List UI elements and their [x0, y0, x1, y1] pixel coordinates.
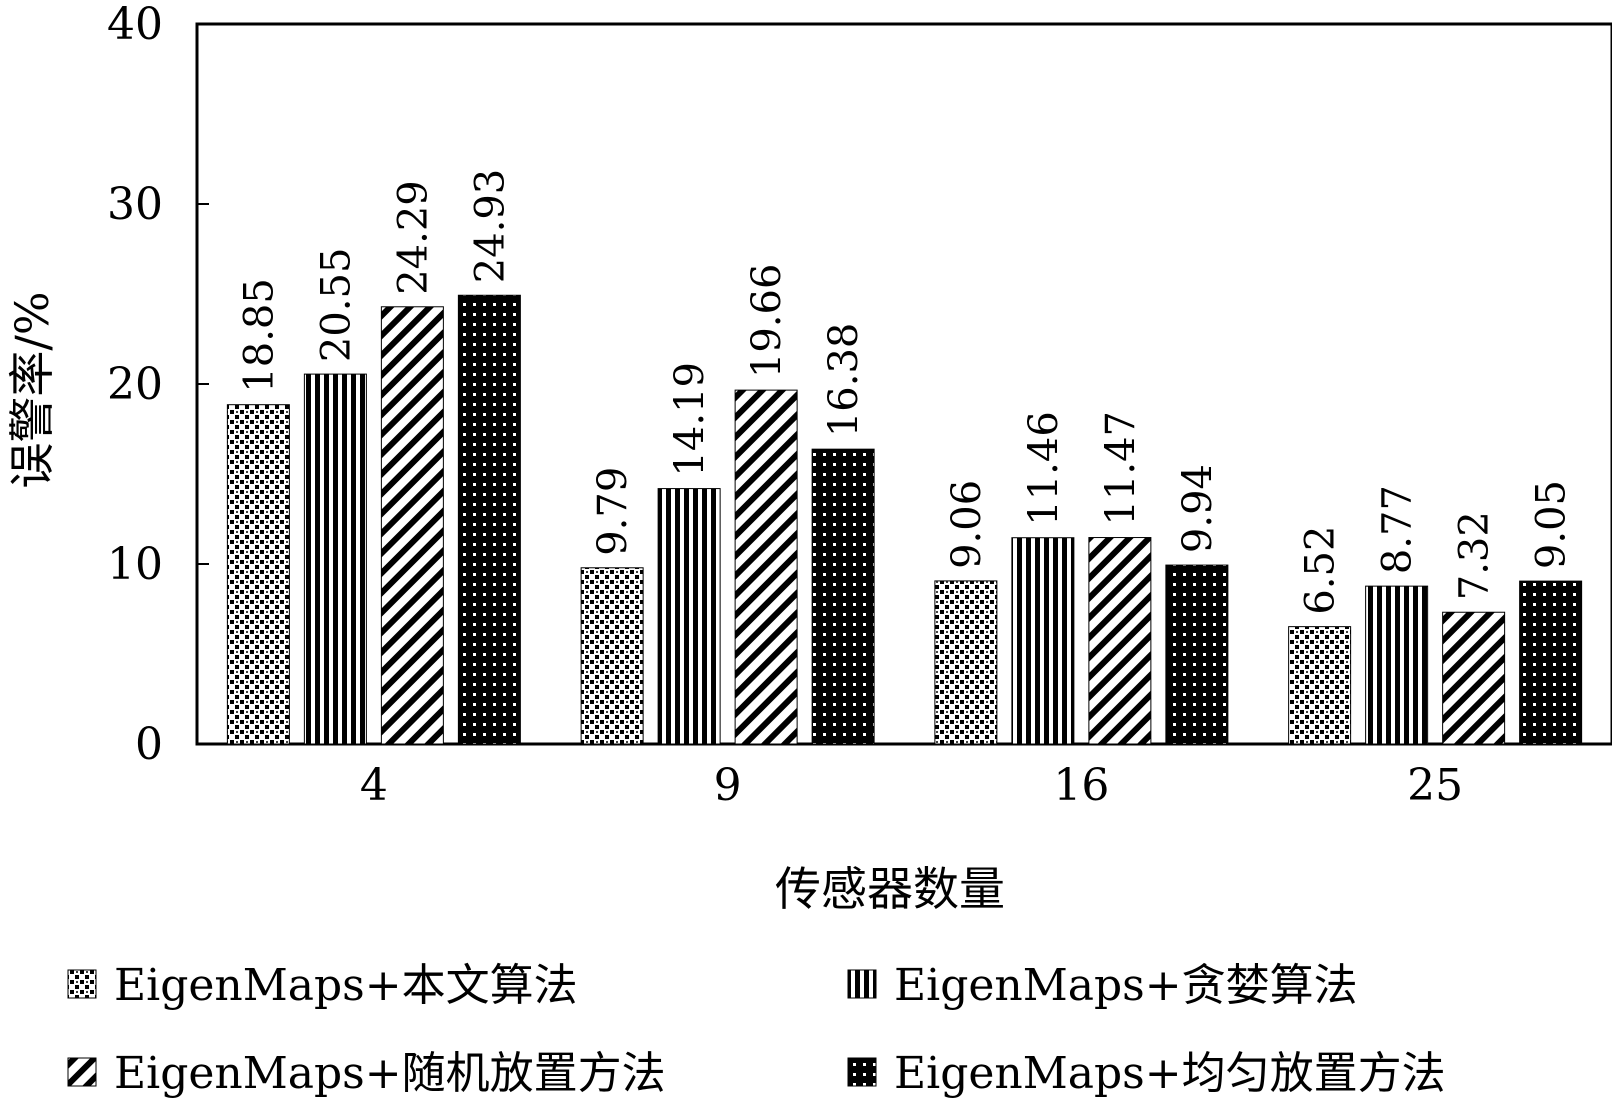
legend-swatch: [67, 1057, 97, 1087]
y-tick-label: 10: [107, 539, 163, 590]
bar-value-label: 9.05: [1529, 480, 1575, 569]
bar-value-label: 7.32: [1452, 511, 1498, 600]
data-labels-group: 18.85 20.55 24.29 24.93 9.79 14.19 19.66 16.38 9…: [236, 169, 1574, 615]
bar: [934, 580, 998, 745]
y-tick-label: 0: [135, 719, 163, 770]
y-axis: 0 10 20 30 40: [107, 0, 209, 770]
bar: [457, 294, 521, 745]
legend: EigenMaps+本文算法 EigenMaps+贪婪算法 EigenMaps+随机…: [67, 960, 1446, 1099]
bars-group: [226, 294, 1583, 745]
y-tick-label: 20: [107, 359, 163, 410]
legend-label: EigenMaps+贪婪算法: [894, 960, 1358, 1011]
bar-value-label: 11.47: [1098, 411, 1144, 526]
bar-value-label: 9.06: [944, 480, 990, 569]
x-axis-title: 传感器数量: [775, 862, 1005, 916]
bar-value-label: 24.93: [467, 169, 513, 284]
bar-value-label: 16.38: [821, 323, 867, 438]
legend-label: EigenMaps+随机放置方法: [114, 1048, 666, 1099]
bar: [580, 567, 644, 745]
x-category-label: 4: [360, 760, 388, 811]
bar-value-label: 9.79: [590, 467, 636, 556]
bar: [1088, 537, 1152, 745]
y-axis-title: 误警率/%: [5, 291, 59, 488]
x-category-label: 25: [1407, 760, 1463, 811]
legend-swatch: [847, 969, 877, 999]
bar-value-label: 8.77: [1375, 485, 1421, 574]
bar-value-label: 11.46: [1021, 411, 1067, 526]
bar: [1519, 580, 1583, 745]
bar: [1365, 585, 1429, 745]
bar-value-label: 19.66: [744, 264, 790, 379]
y-tick-label: 30: [107, 179, 163, 230]
bar: [657, 488, 721, 745]
bar: [1165, 564, 1229, 745]
legend-swatch: [847, 1057, 877, 1087]
x-category-label: 9: [714, 760, 742, 811]
bar-value-label: 20.55: [313, 248, 359, 363]
legend-label: EigenMaps+本文算法: [114, 960, 578, 1011]
bar: [1442, 611, 1506, 745]
bar: [734, 389, 798, 745]
bar-value-label: 18.85: [236, 278, 282, 393]
bar: [380, 306, 444, 745]
bar: [303, 373, 367, 745]
legend-label: EigenMaps+均匀放置方法: [894, 1048, 1446, 1099]
bar-value-label: 9.94: [1175, 464, 1221, 553]
x-axis: 4 9 16 25: [360, 760, 1463, 811]
legend-swatch: [67, 969, 97, 999]
bar: [811, 448, 875, 745]
bar-value-label: 14.19: [667, 362, 713, 477]
y-tick-label: 40: [107, 0, 163, 50]
bar: [226, 404, 290, 745]
bar-value-label: 24.29: [390, 180, 436, 295]
bar: [1288, 626, 1352, 745]
x-category-label: 16: [1053, 760, 1109, 811]
bar: [1011, 537, 1075, 745]
bar-value-label: 6.52: [1298, 526, 1344, 615]
